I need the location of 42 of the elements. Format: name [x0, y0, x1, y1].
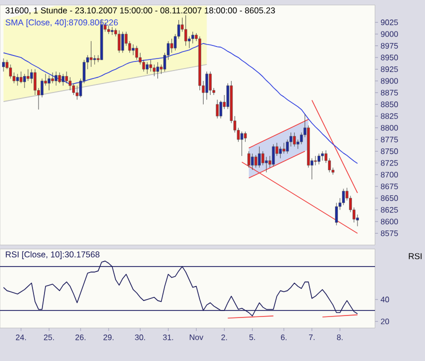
candlestick [250, 153, 254, 170]
candlestick [258, 146, 261, 168]
candlestick [184, 15, 188, 46]
candlestick [62, 74, 64, 86]
candlestick [152, 64, 156, 76]
candlestick [121, 31, 124, 54]
candlestick [247, 151, 250, 168]
candlestick [240, 131, 244, 156]
candlestick [16, 74, 19, 86]
candlestick [48, 75, 50, 91]
candlestick [282, 142, 286, 154]
candlestick [244, 131, 247, 142]
candlestick [90, 40, 92, 68]
candlestick [321, 151, 324, 161]
candlestick [279, 146, 282, 159]
candlestick [51, 72, 54, 84]
candlestick [149, 60, 152, 72]
candlestick [318, 153, 320, 165]
candlestick [135, 46, 138, 60]
candlestick [20, 71, 22, 84]
candlestick [191, 31, 194, 44]
candlestick [2, 58, 5, 72]
y-axis-title: RSI [408, 253, 422, 260]
candlestick [93, 54, 96, 65]
candlestick [118, 30, 121, 54]
candlestick [132, 44, 135, 56]
candlestick [26, 68, 30, 82]
candlestick [54, 71, 58, 86]
candlestick [272, 144, 275, 166]
candlestick [58, 72, 61, 84]
candlestick [170, 38, 174, 54]
chart-title: 31600, 1 Stunde - 23.10.2007 15:00:00 - 08.11.2007 18:00:00 - 8605.23 [6, 7, 275, 14]
candlestick [293, 132, 296, 147]
candlestick [156, 62, 160, 79]
candlestick [146, 62, 149, 74]
candlestick [254, 154, 258, 168]
series-label: RSI [Close, 10]:30.17568 [6, 251, 100, 260]
candlestick [208, 71, 212, 96]
candlestick [314, 156, 317, 166]
candlestick [216, 99, 219, 119]
candlestick [65, 71, 68, 84]
candlestick [264, 156, 268, 173]
